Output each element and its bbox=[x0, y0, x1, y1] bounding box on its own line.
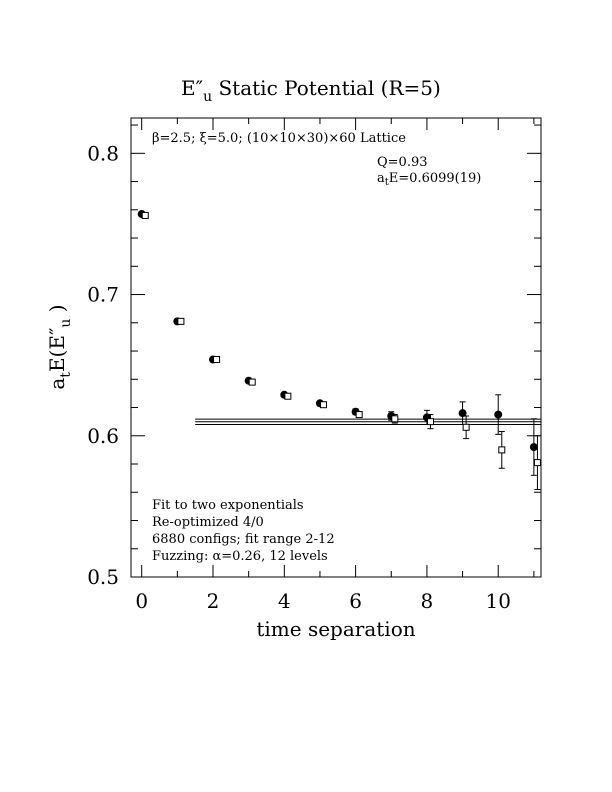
data-point-square bbox=[141, 211, 149, 219]
fit-note-line: Fit to two exponentials bbox=[152, 498, 304, 513]
data-point-square bbox=[213, 356, 221, 364]
q-annotation: Q=0.93 bbox=[377, 155, 428, 170]
y-tick-labels: 0.5 0.6 0.7 0.8 bbox=[87, 141, 119, 589]
data-point-square bbox=[284, 392, 292, 400]
data-point-square bbox=[320, 401, 328, 409]
x-tick-label: 4 bbox=[278, 589, 291, 613]
data-point-circle bbox=[529, 443, 538, 452]
data-points bbox=[137, 210, 541, 490]
data-point-circle bbox=[494, 410, 503, 419]
data-point-square bbox=[391, 415, 399, 423]
x-tick-label: 0 bbox=[135, 589, 148, 613]
data-point-circle bbox=[458, 409, 467, 418]
data-point-square bbox=[533, 459, 541, 467]
plot-frame bbox=[130, 117, 542, 578]
data-point-square bbox=[177, 317, 185, 325]
data-point-square bbox=[426, 418, 434, 426]
fit-note-line: 6880 configs; fit range 2-12 bbox=[152, 532, 335, 547]
fit-notes: Fit to two exponentials Re-optimized 4/0 6… bbox=[152, 498, 335, 564]
y-tick-label: 0.5 bbox=[87, 565, 119, 589]
x-axis-label: time separation bbox=[256, 617, 415, 641]
fit-note-line: Re-optimized 4/0 bbox=[152, 515, 264, 530]
y-axis-label: atE(E″u ) bbox=[45, 304, 74, 389]
y-tick-label: 0.8 bbox=[87, 141, 119, 165]
fit-note-line: Fuzzing: α=0.26, 12 levels bbox=[152, 549, 328, 564]
x-tick-label: 2 bbox=[207, 589, 220, 613]
data-point-square bbox=[498, 446, 506, 454]
data-point-square bbox=[248, 378, 256, 386]
fit-band bbox=[195, 418, 541, 425]
x-tick-label: 8 bbox=[421, 589, 434, 613]
data-point-square bbox=[462, 423, 470, 431]
data-point-square bbox=[355, 411, 363, 419]
chart-title: E″u Static Potential (R=5) bbox=[181, 76, 441, 105]
y-tick-label: 0.7 bbox=[87, 283, 119, 307]
lattice-annotation: β=2.5; ξ=5.0; (10×10×30)×60 Lattice bbox=[152, 131, 406, 146]
x-tick-labels: 0 2 4 6 8 10 bbox=[135, 589, 511, 613]
plot-border bbox=[130, 117, 542, 578]
y-tick-label: 0.6 bbox=[87, 424, 119, 448]
axis-ticks bbox=[131, 118, 541, 578]
x-tick-label: 6 bbox=[349, 589, 362, 613]
x-tick-label: 10 bbox=[485, 589, 510, 613]
energy-annotation: atE=0.6099(19) bbox=[377, 171, 481, 188]
